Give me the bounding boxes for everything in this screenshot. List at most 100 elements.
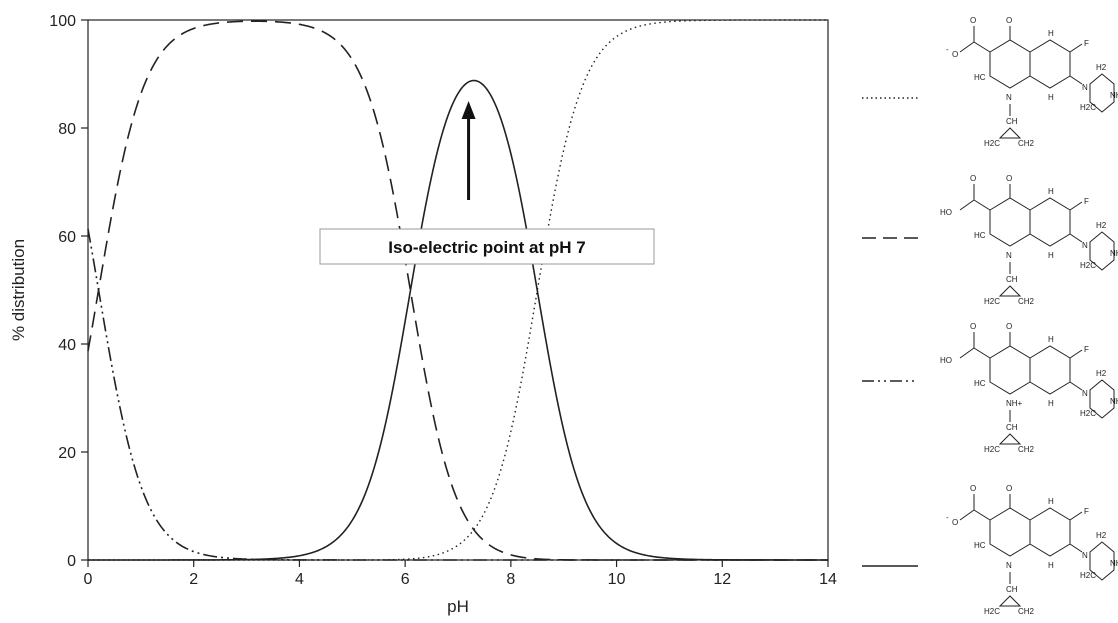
bond	[959, 347, 975, 359]
x-tick-label: 4	[295, 571, 304, 588]
y-tick-label: 20	[58, 445, 76, 462]
annotation-label: Iso-electric point at pH 7	[388, 238, 585, 257]
atom-label: CH2	[1018, 139, 1035, 148]
atom-label: H2C	[984, 445, 1000, 454]
atom-label: N	[1006, 561, 1012, 570]
atom-label: N	[1006, 251, 1012, 260]
atom-label: N	[1082, 551, 1088, 560]
atom-label: -	[946, 45, 949, 54]
atom-label: O	[970, 484, 976, 493]
benzo-ring	[1029, 345, 1071, 395]
piperazine-ring	[1089, 379, 1115, 419]
bond	[1069, 381, 1083, 391]
atom-label: H	[1048, 561, 1054, 570]
x-tick-label: 2	[189, 571, 198, 588]
series-line-dashed	[87, 20, 828, 561]
atom-label: F	[1084, 507, 1089, 516]
atom-label: F	[1084, 197, 1089, 206]
atom-label: N	[1082, 389, 1088, 398]
y-tick-label: 60	[58, 229, 76, 246]
bond	[973, 199, 991, 211]
piperazine-ring	[1089, 231, 1115, 271]
atom-label: F	[1084, 345, 1089, 354]
bond	[959, 41, 975, 53]
atom-label: O	[1006, 174, 1012, 183]
atom-label: CH2	[1018, 607, 1035, 616]
atom-label: CH2	[1018, 445, 1035, 454]
atom-label: H	[1048, 187, 1054, 196]
atom-label: NH+	[1006, 399, 1023, 408]
atom-label: H2	[1096, 221, 1107, 230]
x-tick-label: 14	[819, 571, 837, 588]
bond	[1069, 543, 1083, 553]
y-tick-label: 80	[58, 121, 76, 138]
quinolone-ring	[989, 345, 1031, 395]
atom-label: H2	[1096, 531, 1107, 540]
atom-label: NH	[1110, 397, 1118, 406]
bond	[973, 347, 991, 359]
cyclopropyl-ring	[998, 595, 1022, 607]
atom-label: O	[952, 50, 958, 59]
atom-label: H	[1048, 29, 1054, 38]
bond	[1069, 43, 1083, 53]
x-tick-label: 0	[84, 571, 93, 588]
y-tick-label: 0	[67, 553, 76, 570]
atom-label: H2C	[1080, 409, 1096, 418]
molecule-structure: OOHOHCNHHFNH2H2CNHCHH2CCH2	[940, 174, 1118, 306]
annotation-arrow-head	[461, 101, 476, 119]
atom-label: F	[1084, 39, 1089, 48]
atom-label: H2	[1096, 63, 1107, 72]
atom-label: HC	[974, 231, 986, 240]
annotation-box	[319, 228, 655, 265]
atom-label: CH	[1006, 275, 1018, 284]
atom-label: HC	[974, 541, 986, 550]
molecule-structure: O O HO HC NH+ H H F N H2 H2C NH CH H2C CH2	[940, 322, 1118, 454]
atom-label: N	[1082, 83, 1088, 92]
cyclopropyl-ring	[998, 127, 1022, 139]
plot-frame	[87, 19, 829, 561]
bond	[1069, 233, 1083, 243]
atom-label: CH	[1006, 423, 1018, 432]
atom-label: HC	[974, 73, 986, 82]
atom-label: CH2	[1018, 297, 1035, 306]
benzo-ring	[1029, 39, 1071, 89]
piperazine-ring	[1089, 541, 1115, 581]
cyclopropyl-ring	[998, 433, 1022, 445]
legend-layer: OOO-HCNHHFNH2H2CNHCHH2CCH2OOHOHCNHHFNH2H…	[862, 16, 1118, 616]
molecule-structure: OOO-HCNHHFNH2H2CNHCHH2CCH2	[946, 484, 1118, 616]
bond	[1069, 511, 1083, 521]
series-line-dotted	[88, 19, 828, 561]
bond	[959, 509, 975, 521]
atom-label: O	[1006, 484, 1012, 493]
series-line-dash-dot-dot	[87, 228, 828, 561]
quinolone-ring	[989, 39, 1031, 89]
atom-label: H2C	[984, 607, 1000, 616]
atom-label: H2C	[1080, 571, 1096, 580]
atom-label: H2C	[1080, 103, 1096, 112]
atom-label: O	[1006, 16, 1012, 25]
annotation-layer: Iso-electric point at pH 7	[319, 101, 655, 265]
atom-label: O	[970, 174, 976, 183]
atom-label: H2C	[1080, 261, 1096, 270]
atom-label: NH	[1110, 91, 1118, 100]
atom-label: H	[1048, 251, 1054, 260]
y-tick-label: 40	[58, 337, 76, 354]
x-tick-label: 6	[401, 571, 410, 588]
molecule-structure: OOO-HCNHHFNH2H2CNHCHH2CCH2	[946, 16, 1118, 148]
atom-label: CH	[1006, 117, 1018, 126]
atom-label: H	[1048, 93, 1054, 102]
series-line-solid	[88, 79, 828, 561]
atom-label: NH	[1110, 559, 1118, 568]
bond	[1069, 75, 1083, 85]
series-layer	[87, 19, 828, 561]
y-tick-label: 100	[49, 13, 76, 30]
y-axis-title: % distribution	[9, 239, 28, 341]
atom-label: O	[1006, 322, 1012, 331]
atom-label: HC	[974, 379, 986, 388]
bond	[1069, 349, 1083, 359]
atom-label: H2	[1096, 369, 1107, 378]
atom-label: O	[952, 518, 958, 527]
bond	[959, 199, 975, 211]
x-tick-label: 10	[608, 571, 626, 588]
